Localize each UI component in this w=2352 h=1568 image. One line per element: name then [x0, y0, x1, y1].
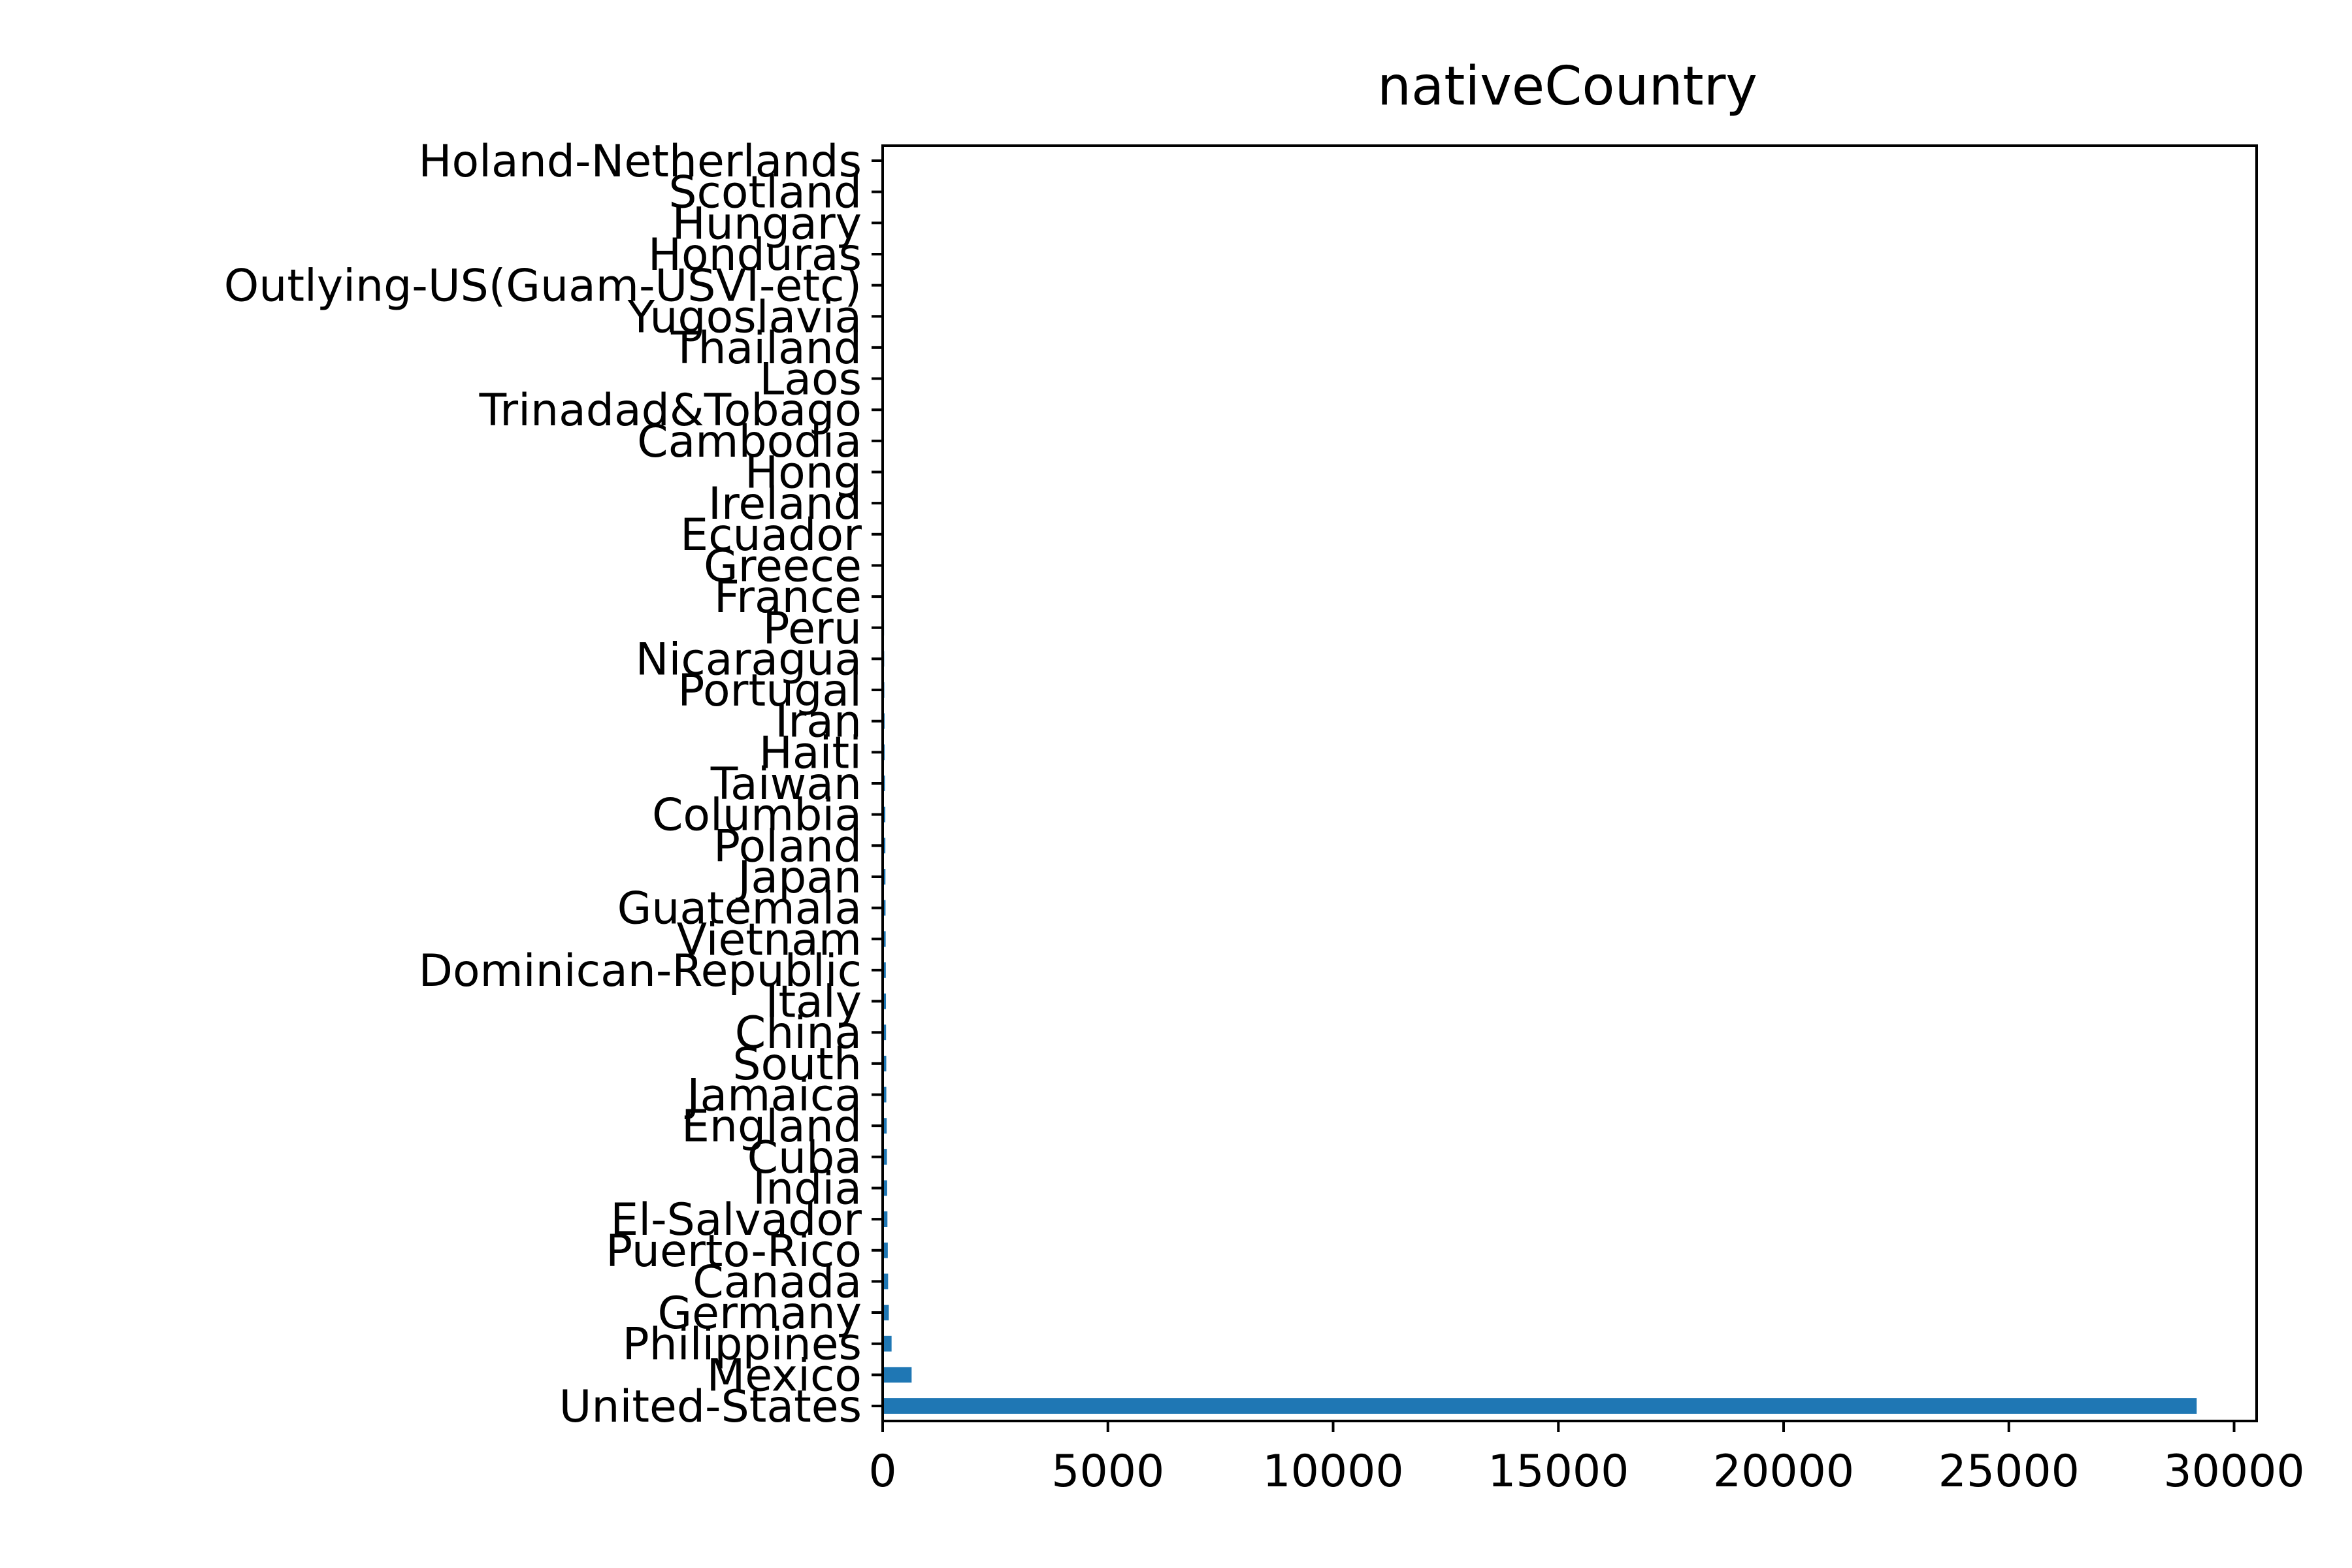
- chart-title: nativeCountry: [1377, 56, 1757, 118]
- y-tick-label-16: Guatemala: [617, 883, 862, 935]
- y-tick-label-22: Iran: [775, 696, 862, 748]
- y-tick-label-18: Poland: [713, 821, 862, 872]
- x-tick-label-5: 25000: [1938, 1446, 2080, 1497]
- y-tick-label-24: Nicaragua: [636, 634, 862, 685]
- y-tick-label-23: Portugal: [678, 665, 862, 717]
- x-tick-label-2: 10000: [1262, 1446, 1403, 1497]
- y-tick-label-12: China: [735, 1007, 862, 1059]
- bar-3: [883, 1305, 889, 1320]
- bar-10: [883, 1086, 887, 1103]
- y-tick-label-37: Honduras: [648, 229, 862, 281]
- bar-17: [883, 869, 886, 885]
- x-tick-label-0: 0: [868, 1446, 896, 1497]
- y-tick-label-30: Hong: [745, 448, 862, 499]
- y-tick-label-3: Germany: [657, 1288, 862, 1339]
- bar-18: [883, 838, 886, 854]
- y-tick-label-33: Laos: [759, 354, 862, 406]
- y-tick-label-31: Cambodia: [637, 416, 862, 468]
- y-tick-label-10: Jamaica: [684, 1070, 862, 1122]
- bar-16: [883, 900, 886, 916]
- x-tick-label-1: 5000: [1051, 1446, 1164, 1497]
- y-tick-label-4: Canada: [693, 1256, 862, 1308]
- y-tick-label-25: Peru: [763, 603, 862, 655]
- x-axis: 0 5000 10000 15000 20000 25000 30000: [868, 1421, 2305, 1497]
- bar-15: [883, 931, 886, 947]
- x-tick-label-3: 15000: [1488, 1446, 1629, 1497]
- y-tick-label-36: Outlying-US(Guam-USVI-etc): [224, 261, 862, 312]
- plot-frame: [881, 144, 2258, 1422]
- y-tick-label-35: Yugoslavia: [627, 291, 862, 343]
- bar-7: [883, 1180, 887, 1196]
- y-tick-label-7: India: [753, 1163, 862, 1215]
- x-tick-label-6: 30000: [2163, 1446, 2304, 1497]
- y-tick-label-40: Holand-Netherlands: [418, 136, 862, 188]
- y-tick-label-20: Taiwan: [710, 759, 862, 810]
- bar-8: [883, 1149, 887, 1165]
- y-tick-label-11: South: [732, 1039, 862, 1090]
- y-tick-label-13: Italy: [765, 977, 862, 1028]
- x-tick-label-4: 20000: [1713, 1446, 1854, 1497]
- y-tick-label-5: Puerto-Rico: [606, 1226, 862, 1277]
- bar-1: [883, 1367, 912, 1383]
- bar-14: [883, 962, 886, 978]
- y-tick-label-14: Dominican-Republic: [419, 945, 862, 997]
- y-tick-label-26: France: [714, 572, 862, 623]
- y-tick-label-34: Thailand: [670, 323, 862, 374]
- y-tick-label-15: Vietnam: [677, 914, 862, 966]
- bar-9: [883, 1118, 887, 1134]
- y-tick-label-19: Columbia: [652, 790, 862, 841]
- y-tick-label-1: Mexico: [707, 1350, 862, 1401]
- bar-2: [883, 1335, 892, 1352]
- y-tick-label-9: England: [681, 1101, 862, 1152]
- y-tick-label-27: Greece: [704, 540, 862, 592]
- y-tick-label-28: Ecuador: [680, 510, 862, 561]
- y-tick-label-8: Cuba: [747, 1132, 862, 1184]
- bar-5: [883, 1242, 888, 1258]
- bar-6: [883, 1211, 888, 1228]
- y-tick-label-6: El-Salvador: [610, 1194, 862, 1246]
- bar-19: [883, 806, 886, 823]
- bar-4: [883, 1273, 889, 1290]
- y-axis: United-StatesMexicoPhilippinesGermanyCan…: [224, 136, 883, 1433]
- y-tick-label-39: Scotland: [668, 167, 862, 219]
- y-tick-label-17: Japan: [735, 852, 862, 904]
- y-tick-label-29: Ireland: [708, 478, 862, 530]
- bar-13: [883, 993, 887, 1009]
- y-tick-label-32: Trinadad&Tobago: [479, 385, 862, 436]
- y-tick-label-21: Haiti: [759, 727, 862, 779]
- y-tick-label-0: United-States: [559, 1381, 862, 1433]
- bar-11: [883, 1055, 887, 1071]
- y-tick-label-2: Philippines: [623, 1319, 862, 1371]
- y-tick-label-38: Hungary: [672, 198, 862, 250]
- bar-0: [883, 1398, 2197, 1414]
- bar-12: [883, 1024, 887, 1041]
